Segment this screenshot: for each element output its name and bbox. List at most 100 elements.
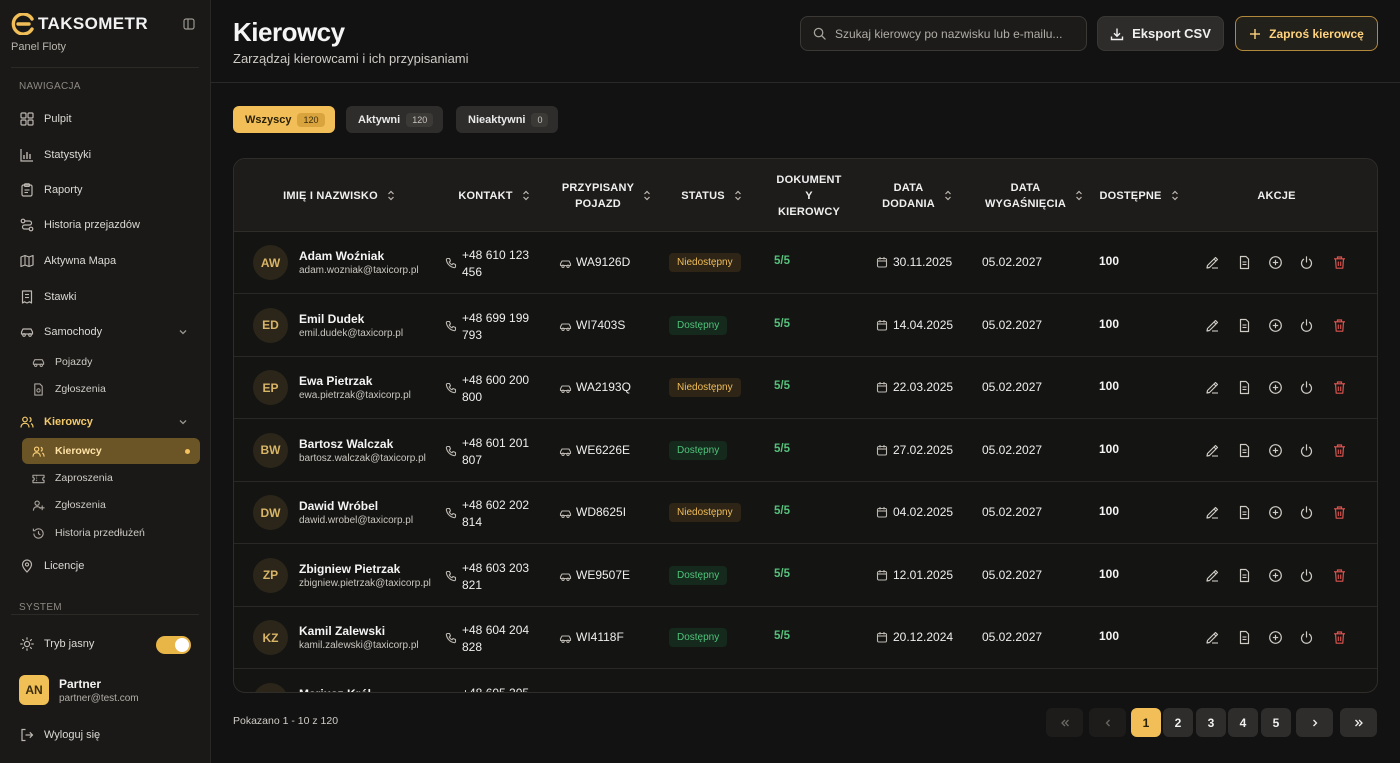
table-row[interactable]: DW Dawid Wróbel dawid.wrobel@taxicorp.pl +4…: [234, 482, 1377, 544]
page-button-5[interactable]: 5: [1261, 708, 1291, 737]
add-button[interactable]: [1268, 380, 1283, 395]
documents-button[interactable]: [1237, 505, 1252, 520]
prev-page-button[interactable]: [1089, 708, 1126, 737]
edit-button[interactable]: [1205, 443, 1220, 458]
invite-driver-button[interactable]: Zaproś kierowcę: [1235, 16, 1378, 51]
page-button-4[interactable]: 4: [1228, 708, 1258, 737]
delete-button[interactable]: [1332, 255, 1347, 270]
delete-button[interactable]: [1332, 630, 1347, 645]
driver-name[interactable]: Zbigniew Pietrzak: [299, 561, 401, 576]
page-button-2[interactable]: 2: [1163, 708, 1193, 737]
edit-button[interactable]: [1205, 630, 1220, 645]
documents-button[interactable]: [1237, 318, 1252, 333]
column-header-expiry[interactable]: DATA WYGAŚNIĘCIA: [979, 159, 1089, 232]
deactivate-button[interactable]: [1299, 568, 1314, 583]
deactivate-button[interactable]: [1299, 505, 1314, 520]
driver-name[interactable]: Ewa Pietrzak: [299, 374, 373, 388]
filter-tab-inactive[interactable]: Nieaktywni 0: [456, 106, 559, 133]
column-header-added[interactable]: DATA DODANIA: [867, 159, 967, 232]
avatar[interactable]: AN: [19, 675, 49, 705]
driver-name[interactable]: Kamil Zalewski: [299, 624, 386, 638]
delete-button[interactable]: [1332, 318, 1347, 333]
sidebar-subitem-historia-przedluzen[interactable]: Historia przedłużeń: [22, 520, 200, 546]
add-button[interactable]: [1268, 443, 1283, 458]
sidebar-item-historia-przejazdow[interactable]: Historia przejazdów: [11, 211, 200, 239]
vehicle-plate[interactable]: WD8625I: [576, 505, 627, 519]
driver-name[interactable]: Adam Woźniak: [299, 249, 385, 263]
edit-button[interactable]: [1205, 568, 1220, 583]
table-row[interactable]: MK Mariusz Król +48 605 205: [234, 670, 1377, 693]
search-input[interactable]: [835, 26, 1075, 41]
delete-button[interactable]: [1332, 505, 1347, 520]
column-header-documents[interactable]: DOKUMENT Y KIEROWCY: [769, 159, 849, 232]
sidebar-item-pulpit[interactable]: Pulpit: [11, 105, 200, 133]
sidebar-item-stawki[interactable]: Stawki: [11, 283, 200, 311]
deactivate-button[interactable]: [1299, 318, 1314, 333]
vehicle-plate[interactable]: WI4118F: [576, 630, 624, 644]
delete-button[interactable]: [1332, 443, 1347, 458]
sidebar-subitem-pojazdy[interactable]: Pojazdy: [22, 349, 200, 375]
search-box[interactable]: [800, 16, 1087, 51]
deactivate-button[interactable]: [1299, 380, 1314, 395]
sidebar-item-kierowcy[interactable]: Kierowcy: [11, 408, 200, 436]
next-page-button[interactable]: [1296, 708, 1333, 737]
edit-button[interactable]: [1205, 505, 1220, 520]
driver-name[interactable]: Mariusz Król: [299, 687, 371, 693]
add-button[interactable]: [1268, 568, 1283, 583]
column-header-name[interactable]: IMIĘ I NAZWISKO: [264, 159, 414, 232]
first-page-button[interactable]: [1046, 708, 1083, 737]
deactivate-button[interactable]: [1299, 630, 1314, 645]
page-button-1[interactable]: 1: [1131, 708, 1161, 737]
sidebar-collapse-icon[interactable]: [183, 18, 195, 30]
documents-button[interactable]: [1237, 380, 1252, 395]
vehicle-plate[interactable]: WA9126D: [576, 255, 631, 269]
filter-tab-active[interactable]: Aktywni 120: [346, 106, 444, 133]
column-header-status[interactable]: STATUS: [674, 159, 749, 232]
driver-name[interactable]: Emil Dudek: [299, 311, 365, 326]
table-row[interactable]: KZ Kamil Zalewski kamil.zalewski@taxicorp.…: [234, 607, 1377, 669]
sidebar-item-licencje[interactable]: Licencje: [11, 552, 200, 580]
table-row[interactable]: ZP Zbigniew Pietrzak zbigniew.pietrzak@tax…: [234, 545, 1377, 607]
sidebar-item-statystyki[interactable]: Statystyki: [11, 141, 200, 169]
vehicle-plate[interactable]: WE6226E: [576, 442, 631, 457]
add-button[interactable]: [1268, 505, 1283, 520]
column-header-contact[interactable]: KONTAKT: [449, 159, 539, 232]
documents-button[interactable]: [1237, 568, 1252, 583]
table-row[interactable]: AW Adam Woźniak adam.wozniak@taxicorp.pl +4…: [234, 232, 1377, 294]
edit-button[interactable]: [1205, 255, 1220, 270]
vehicle-plate[interactable]: WA2193Q: [576, 380, 631, 394]
column-header-vehicle[interactable]: PRZYPISANY POJAZD: [554, 159, 659, 232]
deactivate-button[interactable]: [1299, 443, 1314, 458]
sidebar-item-samochody[interactable]: Samochody: [11, 318, 200, 346]
driver-name[interactable]: Dawid Wróbel: [299, 499, 379, 513]
edit-button[interactable]: [1205, 318, 1220, 333]
delete-button[interactable]: [1332, 380, 1347, 395]
documents-button[interactable]: [1237, 630, 1252, 645]
deactivate-button[interactable]: [1299, 255, 1314, 270]
driver-name[interactable]: Bartosz Walczak: [299, 436, 394, 451]
page-button-3[interactable]: 3: [1196, 708, 1226, 737]
table-row[interactable]: EP Ewa Pietrzak ewa.pietrzak@taxicorp.pl +4…: [234, 357, 1377, 419]
chevron-down-icon[interactable]: [178, 327, 188, 337]
table-row[interactable]: BW Bartosz Walczak bartosz.walczak@taxicor…: [234, 420, 1377, 482]
table-row[interactable]: ED Emil Dudek emil.dudek@taxicorp.pl +48 69…: [234, 295, 1377, 357]
vehicle-plate[interactable]: WI7403S: [576, 317, 626, 332]
column-header-available[interactable]: DOSTĘPNE: [1094, 159, 1184, 232]
add-button[interactable]: [1268, 318, 1283, 333]
sidebar-subitem-zgloszenia-drivers[interactable]: Zgłoszenia: [22, 492, 200, 518]
documents-button[interactable]: [1237, 443, 1252, 458]
sidebar-item-aktywna-mapa[interactable]: Aktywna Mapa: [11, 247, 200, 275]
edit-button[interactable]: [1205, 380, 1220, 395]
add-button[interactable]: [1268, 255, 1283, 270]
chevron-down-icon[interactable]: [178, 417, 188, 427]
sidebar-subitem-zaproszenia[interactable]: Zaproszenia: [22, 465, 200, 491]
add-button[interactable]: [1268, 630, 1283, 645]
documents-button[interactable]: [1237, 255, 1252, 270]
theme-toggle-switch[interactable]: [156, 636, 191, 654]
delete-button[interactable]: [1332, 568, 1347, 583]
sidebar-subitem-kierowcy[interactable]: Kierowcy: [22, 438, 200, 464]
logout-button[interactable]: Wyloguj się: [11, 721, 200, 749]
filter-tab-all[interactable]: Wszyscy 120: [233, 106, 335, 133]
sidebar-subitem-zgloszenia-cars[interactable]: Zgłoszenia: [22, 376, 200, 402]
logo[interactable]: TAKSOMETR: [11, 13, 148, 35]
